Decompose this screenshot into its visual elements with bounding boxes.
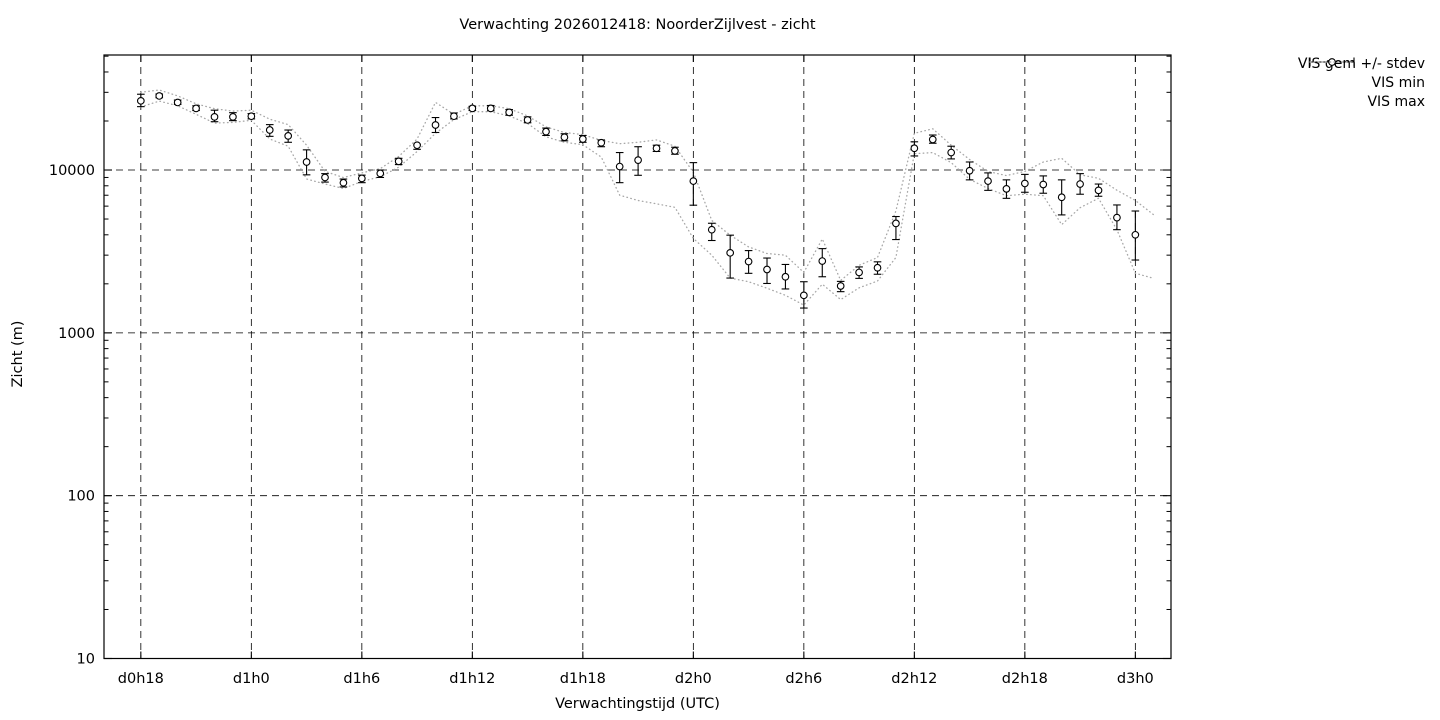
data-point: [707, 225, 716, 234]
data-point: [1057, 193, 1066, 202]
legend-sample-errorbar-icon: [1309, 57, 1355, 67]
data-point: [965, 166, 974, 175]
x-tick-label: d1h6: [343, 671, 380, 687]
x-tick-label: d2h12: [891, 671, 937, 687]
data-point: [505, 108, 514, 117]
chart-title: Verwachting 2026012418: NoorderZijlvest …: [459, 17, 816, 33]
data-point: [671, 147, 679, 155]
data-point: [560, 133, 569, 142]
data-point: [855, 268, 863, 277]
data-point: [597, 138, 606, 147]
data-point: [689, 177, 698, 185]
data-point: [1131, 230, 1140, 239]
data-point: [394, 157, 403, 166]
legend-sample-dotted-line-icon: [1309, 61, 1355, 63]
x-axis-title: Verwachtingstijd (UTC): [555, 696, 720, 712]
data-point: [284, 132, 293, 140]
data-point: [873, 263, 882, 272]
data-point: [763, 265, 771, 274]
x-tick-label: d2h18: [1002, 671, 1048, 687]
data-point: [302, 158, 311, 166]
data-point: [818, 257, 827, 265]
data-point: [339, 178, 348, 187]
data-point: [542, 127, 550, 136]
data-point: [1094, 186, 1103, 195]
data-point: [910, 144, 919, 153]
data-point: [173, 98, 182, 107]
data-point: [799, 291, 808, 300]
data-point: [229, 113, 237, 121]
x-tick-label: d1h12: [449, 671, 495, 687]
data-point: [155, 92, 164, 100]
x-tick-label: d2h0: [675, 671, 712, 687]
data-point: [1113, 213, 1121, 222]
data-point: [652, 144, 661, 153]
legend: VIS gem +/- stdev VIS min VIS max: [1298, 54, 1425, 111]
vis-max-line: [140, 89, 1155, 282]
data-point: [615, 162, 624, 171]
data-point: [892, 219, 900, 228]
plot-frame: [103, 54, 1172, 660]
vis-min-line: [140, 100, 1155, 306]
data-point: [726, 248, 735, 257]
data-point: [136, 96, 145, 105]
data-point: [192, 104, 200, 113]
legend-item-vis-max: VIS max: [1298, 61, 1425, 111]
data-point: [744, 257, 753, 266]
data-point: [321, 173, 329, 182]
data-point: [523, 116, 532, 124]
legend-label-vis-min: VIS min: [1371, 74, 1425, 91]
data-point: [413, 141, 421, 150]
data-point: [1039, 180, 1048, 189]
data-point: [1002, 185, 1011, 193]
y-tick-label: 10: [77, 652, 95, 668]
x-tick-label: d1h0: [233, 671, 270, 687]
data-point: [781, 272, 790, 281]
x-tick-label: d1h18: [560, 671, 606, 687]
data-point: [634, 156, 642, 164]
data-point: [928, 135, 937, 144]
data-point: [431, 121, 440, 129]
data-point: [450, 112, 458, 121]
data-point: [947, 148, 956, 157]
legend-label-vis-max: VIS max: [1367, 93, 1425, 110]
data-point: [1076, 180, 1084, 188]
data-point: [836, 282, 845, 290]
y-tick-label: 10000: [49, 163, 95, 179]
x-tick-label: d3h0: [1117, 671, 1154, 687]
data-point: [486, 104, 495, 113]
data-point: [468, 104, 477, 113]
data-point: [357, 174, 366, 183]
data-point: [265, 126, 274, 134]
y-tick-label: 100: [67, 489, 95, 505]
legend-item-vis-min: VIS min: [1298, 61, 1425, 92]
data-point: [984, 177, 992, 185]
data-point: [578, 135, 587, 143]
y-tick-label: 1000: [58, 326, 95, 342]
x-tick-label: d0h18: [118, 671, 164, 687]
data-point: [210, 113, 219, 121]
data-point: [247, 112, 256, 121]
legend-item-vis-gem: VIS gem +/- stdev: [1298, 54, 1425, 73]
x-tick-label: d2h6: [785, 671, 822, 687]
data-point: [376, 169, 385, 178]
data-point: [1020, 179, 1029, 188]
